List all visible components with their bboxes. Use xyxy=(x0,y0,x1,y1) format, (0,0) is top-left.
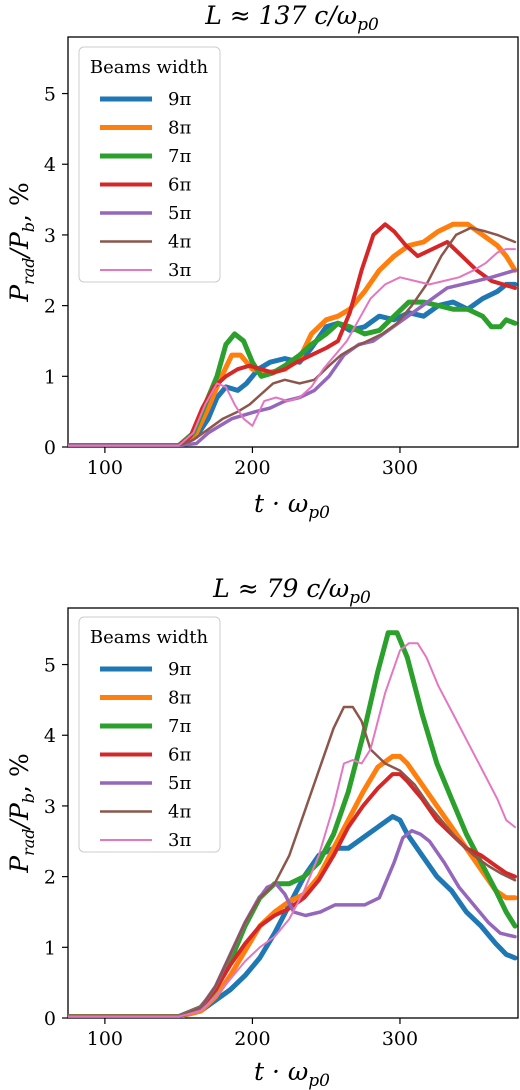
chart-top-title: L ≈ 137 c/ωp0 xyxy=(204,1,379,35)
chart-bottom-series-line xyxy=(68,814,518,1018)
chart-bottom-ytick-label: 3 xyxy=(44,796,56,818)
chart-bottom-ytick-label: 1 xyxy=(44,937,56,959)
chart-top-series-line xyxy=(68,299,518,447)
chart-bottom-xlabel: t · ωp0 xyxy=(254,1057,330,1090)
chart-bottom-title: L ≈ 79 c/ωp0 xyxy=(212,574,371,608)
chart-bottom: L ≈ 79 c/ωp0 100 200 300 0 1 2 3 4 5 t · ωp0 Pra… xyxy=(5,574,519,1090)
chart-top-plot-frame xyxy=(67,36,519,448)
chart-bottom-legend-label: 6π xyxy=(168,745,191,766)
chart-top-legend-label: 7π xyxy=(168,146,191,167)
chart-bottom-ylabel: Prad/Pb, % xyxy=(5,753,38,873)
chart-top-series-line xyxy=(68,221,518,447)
chart-top-series-line xyxy=(68,248,516,447)
chart-top-ytick-label: 3 xyxy=(44,225,56,247)
chart-bottom-legend-label: 4π xyxy=(168,802,191,823)
chart-top-legend-label: 6π xyxy=(168,175,191,196)
chart-bottom-series-line xyxy=(68,705,517,1018)
chart-bottom-xtick-label: 200 xyxy=(234,1028,270,1050)
chart-top-ytick-label: 1 xyxy=(44,366,56,388)
chart-top-legend-label: 3π xyxy=(168,260,191,281)
chart-bottom-series-line xyxy=(68,642,516,1018)
chart-top-legend-label: 5π xyxy=(168,203,191,224)
chart-top-ylabel: Prad/Pb, % xyxy=(5,182,38,302)
chart-bottom-ytick-label: 0 xyxy=(44,1008,56,1030)
chart-top-series-group xyxy=(68,221,518,447)
chart-top-legend-title: Beams width xyxy=(90,57,209,78)
chart-bottom-legend-label: 5π xyxy=(168,773,191,794)
chart-bottom-legend-label: 8π xyxy=(168,688,191,709)
chart-top-ytick-label: 4 xyxy=(44,154,56,176)
chart-top-ytick-label: 0 xyxy=(44,437,56,459)
chart-bottom-legend-label: 7π xyxy=(168,716,191,737)
chart-bottom-ticks: 100 200 300 0 1 2 3 4 5 xyxy=(44,655,418,1050)
chart-top-legend-items: 9π 8π 7π 6π 5π 4π 3π xyxy=(100,89,191,281)
chart-top-legend-label: 4π xyxy=(168,232,191,253)
chart-bottom-legend-box xyxy=(78,616,221,853)
chart-top-xlabel: t · ωp0 xyxy=(254,489,330,523)
chart-bottom-ytick-label: 5 xyxy=(44,655,56,677)
chart-top-ytick-label: 5 xyxy=(44,84,56,106)
chart-bottom-ytick-label: 2 xyxy=(44,867,56,889)
chart-top-series-line xyxy=(68,268,517,447)
chart-bottom-xtick-label: 300 xyxy=(382,1028,418,1050)
chart-top: L ≈ 137 c/ωp0 100 200 300 0 1 2 3 4 5 t · ωp0 Pr… xyxy=(5,1,519,523)
chart-top-xtick-label: 200 xyxy=(234,457,270,479)
chart-top-series-line xyxy=(68,281,518,447)
chart-top-legend-box xyxy=(78,46,221,283)
chart-top-xtick-label: 100 xyxy=(87,457,123,479)
chart-top-series-line xyxy=(68,222,517,447)
chart-top-xtick-label: 300 xyxy=(382,457,418,479)
chart-bottom-legend-label: 9π xyxy=(168,659,191,680)
chart-bottom-legend: Beams width 9π 8π 7π 6π 5π 4π 3π xyxy=(78,616,221,853)
chart-top-legend: Beams width 9π 8π 7π 6π 5π 4π 3π xyxy=(78,46,221,283)
chart-bottom-series-group xyxy=(68,630,518,1018)
chart-bottom-legend-label: 3π xyxy=(168,830,191,851)
chart-top-legend-label: 8π xyxy=(168,118,191,139)
chart-bottom-legend-title: Beams width xyxy=(90,627,209,648)
chart-top-ticks: 100 200 300 0 1 2 3 4 5 xyxy=(44,84,418,479)
chart-bottom-series-line xyxy=(68,630,518,1018)
chart-top-series-line xyxy=(68,226,517,447)
chart-bottom-plot-frame xyxy=(67,607,519,1019)
chart-bottom-ytick-label: 4 xyxy=(44,725,56,747)
chart-bottom-series-line xyxy=(68,828,517,1018)
chart-top-legend-label: 9π xyxy=(168,89,191,110)
chart-bottom-legend-items: 9π 8π 7π 6π 5π 4π 3π xyxy=(100,659,191,851)
chart-bottom-xtick-label: 100 xyxy=(87,1028,123,1050)
chart-top-ytick-label: 2 xyxy=(44,296,56,318)
